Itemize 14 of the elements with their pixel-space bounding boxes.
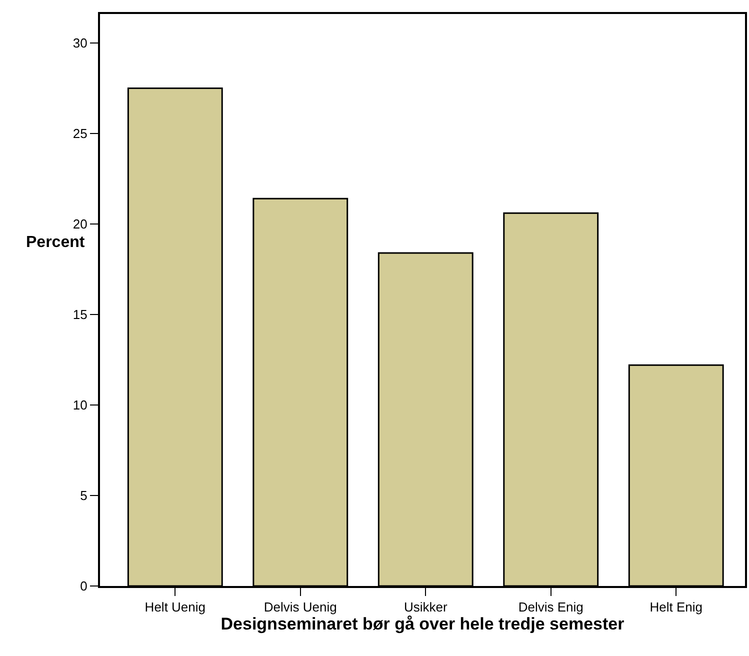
- x-tick-label: Helt Uenig: [144, 600, 206, 615]
- x-tick-label: Delvis Uenig: [264, 600, 337, 615]
- x-axis-title: Designseminaret bør gå over hele tredje semester: [220, 614, 625, 634]
- y-tick-label: 0: [80, 578, 88, 594]
- x-tick-label: Helt Enig: [650, 600, 702, 615]
- y-axis-title: Percent: [26, 234, 86, 251]
- y-tick-label: 10: [72, 398, 88, 413]
- y-tick-label: 15: [72, 307, 88, 322]
- x-tick-label: Delvis Enig: [518, 600, 584, 615]
- y-tick-label: 30: [72, 36, 88, 51]
- x-tick-label: Usikker: [404, 600, 448, 615]
- y-tick-label: 5: [80, 488, 88, 504]
- y-tick-label: 25: [72, 126, 88, 142]
- y-tick-label: 20: [72, 216, 88, 232]
